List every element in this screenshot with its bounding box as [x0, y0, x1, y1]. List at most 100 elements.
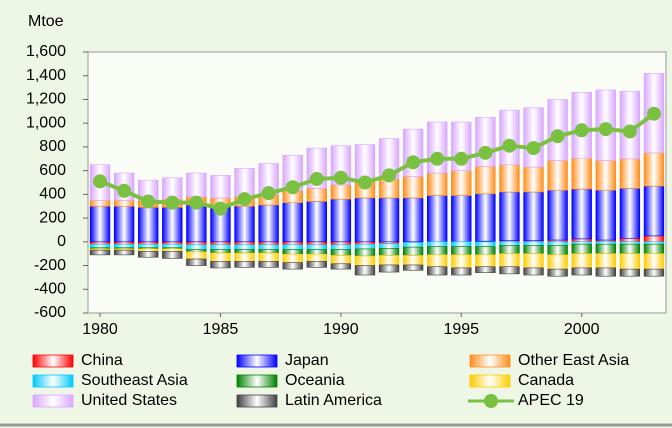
bar — [402, 255, 424, 266]
legend-label: Canada — [518, 372, 574, 389]
bar — [427, 241, 448, 247]
bar — [162, 251, 183, 259]
bar — [113, 243, 135, 249]
legend-label: Other East Asia — [518, 352, 629, 369]
bar — [571, 188, 592, 240]
legend-label: Latin America — [285, 392, 382, 409]
bar — [499, 164, 520, 193]
y-tick-label: -400 — [34, 280, 66, 297]
bar — [378, 255, 400, 266]
bar — [282, 249, 303, 255]
bar — [234, 252, 255, 262]
legend-swatch — [32, 394, 74, 408]
bar — [619, 243, 641, 254]
bar — [234, 244, 255, 250]
legend-label: APEC 19 — [518, 392, 584, 409]
line-marker — [430, 151, 445, 166]
legend-label: United States — [81, 392, 177, 409]
bar — [547, 160, 568, 191]
legend-label: China — [81, 352, 123, 369]
bar — [475, 254, 496, 268]
line-marker — [117, 183, 132, 198]
bar — [234, 241, 255, 246]
bar — [113, 249, 135, 256]
bar — [162, 248, 183, 252]
bar — [643, 152, 665, 187]
bar — [138, 248, 159, 252]
legend-label: Oceania — [285, 372, 345, 389]
x-tick-label: 1980 — [82, 321, 118, 338]
line-marker — [406, 155, 421, 170]
y-tick-label: 400 — [39, 186, 66, 203]
line-marker — [333, 170, 348, 185]
bar — [499, 109, 520, 166]
bar — [427, 254, 448, 268]
bar — [451, 170, 472, 196]
bar — [330, 263, 352, 270]
bar — [306, 201, 327, 243]
bar — [499, 245, 520, 254]
bar — [571, 241, 592, 245]
bar — [643, 268, 665, 277]
y-tick-label: 0 — [57, 233, 66, 250]
legend-swatch — [236, 374, 278, 388]
legend-swatch — [32, 354, 74, 368]
x-tick-label: 1995 — [443, 321, 479, 338]
bar — [378, 248, 400, 256]
bar — [523, 245, 544, 254]
bar — [402, 128, 424, 177]
bar — [643, 235, 665, 243]
bar — [186, 244, 207, 250]
line-marker — [261, 186, 276, 201]
bar — [138, 243, 159, 249]
bar — [619, 268, 641, 277]
bar — [306, 244, 327, 250]
bar — [595, 189, 616, 241]
bar — [330, 198, 352, 243]
bar — [475, 193, 496, 242]
bar — [475, 166, 496, 195]
y-tick-label: 1,400 — [26, 67, 66, 84]
bar — [475, 241, 496, 247]
x-tick-label: 1985 — [203, 321, 239, 338]
bar — [89, 243, 111, 249]
legend-swatch — [469, 354, 511, 368]
bar — [571, 267, 592, 276]
line-marker — [382, 168, 397, 183]
line-marker — [502, 138, 517, 153]
line-marker — [598, 122, 613, 137]
bar — [451, 246, 472, 256]
bar — [186, 249, 207, 253]
bar — [475, 246, 496, 256]
bar — [402, 246, 424, 256]
bar — [523, 191, 544, 241]
bar — [186, 251, 207, 260]
bar — [162, 207, 183, 243]
bar — [499, 191, 520, 241]
bar — [595, 241, 616, 245]
bar — [258, 261, 279, 268]
bar — [402, 264, 424, 271]
bar — [89, 199, 111, 207]
bar — [523, 166, 544, 193]
bar — [571, 157, 592, 190]
bar — [571, 243, 592, 254]
bar — [499, 253, 520, 268]
bar — [306, 261, 327, 268]
bar — [258, 204, 279, 243]
bar — [258, 244, 279, 250]
line-marker — [309, 171, 324, 186]
bar — [619, 253, 641, 270]
bar — [402, 176, 424, 199]
bar — [619, 188, 641, 239]
legend-label: Japan — [285, 352, 329, 369]
line-marker — [478, 145, 493, 160]
bar — [523, 267, 544, 276]
line-marker — [646, 106, 661, 121]
line-marker — [237, 192, 252, 207]
bar — [475, 266, 496, 273]
x-tick-label: 1990 — [323, 321, 359, 338]
bar — [619, 237, 641, 243]
bar — [499, 241, 520, 246]
